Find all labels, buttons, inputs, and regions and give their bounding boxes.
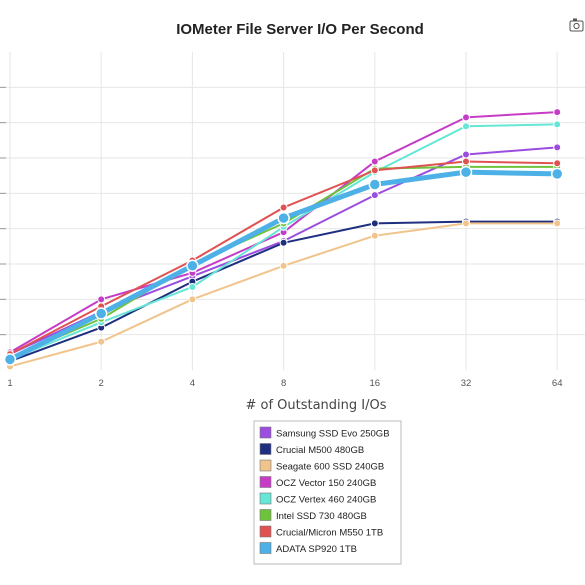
- chart-title: IOMeter File Server I/O Per Second: [176, 21, 424, 38]
- x-ticks: 1 2 4 8 16 32 64: [7, 378, 562, 389]
- legend-label[interactable]: OCZ Vertex 460 240GB: [276, 495, 376, 506]
- legend-label[interactable]: OCZ Vector 150 240GB: [276, 478, 376, 489]
- data-point[interactable]: [370, 166, 379, 175]
- data-point[interactable]: [277, 211, 290, 225]
- series-3: [6, 108, 562, 357]
- legend: Samsung SSD Evo 250GB Crucial M500 480GB S…: [253, 420, 402, 565]
- x-axis-label: # of Outstanding I/Os: [245, 398, 386, 413]
- x-tick-label: 2: [99, 378, 104, 389]
- x-tick-label: 1: [7, 378, 12, 389]
- legend-swatch: [259, 459, 272, 472]
- series-2: [6, 219, 562, 371]
- legend-label[interactable]: Crucial M500 480GB: [276, 445, 364, 456]
- legend-swatch: [259, 509, 272, 521]
- data-point[interactable]: [186, 259, 199, 273]
- data-point[interactable]: [370, 191, 379, 200]
- data-point[interactable]: [188, 282, 197, 291]
- x-tick-label: 64: [552, 378, 563, 389]
- data-point[interactable]: [370, 157, 379, 166]
- x-tick-label: 4: [190, 378, 195, 389]
- data-point[interactable]: [462, 150, 470, 159]
- data-point[interactable]: [3, 353, 17, 366]
- legend-label[interactable]: ADATA SP920 1TB: [276, 544, 357, 555]
- data-point[interactable]: [94, 307, 108, 320]
- data-point[interactable]: [368, 178, 382, 191]
- legend-swatch: [259, 426, 272, 439]
- data-point[interactable]: [462, 113, 470, 122]
- data-point[interactable]: [459, 165, 473, 179]
- legend-swatch: [259, 492, 272, 505]
- legend-swatch: [259, 476, 272, 488]
- data-point[interactable]: [550, 167, 564, 181]
- legend-label[interactable]: Seagate 600 SSD 240GB: [276, 462, 384, 473]
- data-point[interactable]: [462, 157, 470, 166]
- data-point[interactable]: [279, 203, 288, 212]
- legend-label[interactable]: Crucial/Micron M550 1TB: [276, 528, 383, 539]
- x-tick-label: 16: [370, 378, 381, 389]
- data-point[interactable]: [553, 108, 562, 117]
- data-point[interactable]: [462, 219, 470, 228]
- data-point[interactable]: [553, 143, 562, 152]
- legend-swatch: [259, 542, 272, 554]
- data-point[interactable]: [553, 120, 562, 129]
- data-point[interactable]: [553, 219, 562, 228]
- data-point[interactable]: [279, 238, 288, 247]
- x-tick-label: 8: [281, 378, 286, 389]
- data-point[interactable]: [188, 295, 197, 304]
- x-tick-label: 32: [461, 378, 472, 389]
- series-layer: [3, 108, 564, 371]
- legend-box: [253, 420, 402, 565]
- legend-swatch: [259, 525, 272, 538]
- data-point[interactable]: [462, 122, 470, 131]
- legend-swatch: [259, 443, 272, 455]
- legend-label[interactable]: Intel SSD 730 480GB: [276, 511, 367, 522]
- series-7: [3, 165, 564, 366]
- legend-label[interactable]: Samsung SSD Evo 250GB: [276, 429, 390, 440]
- data-point[interactable]: [370, 231, 379, 240]
- data-point[interactable]: [97, 295, 106, 304]
- grid: [0, 52, 585, 370]
- data-point[interactable]: [553, 159, 562, 168]
- data-point[interactable]: [279, 261, 288, 270]
- camera-icon[interactable]: [569, 18, 584, 32]
- data-point[interactable]: [370, 219, 379, 228]
- data-point[interactable]: [97, 337, 106, 346]
